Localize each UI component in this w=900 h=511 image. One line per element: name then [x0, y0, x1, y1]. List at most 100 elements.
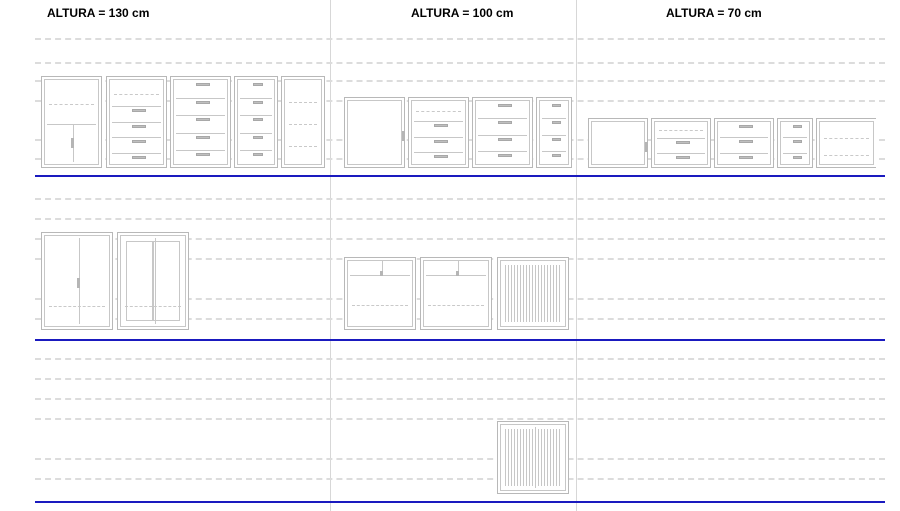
- grid-dash-line: [35, 458, 885, 460]
- shelf-line: [289, 124, 317, 125]
- drawer-handle: [196, 83, 210, 86]
- cabinet-inner: [500, 424, 566, 491]
- cabinet-drawers: [777, 118, 813, 168]
- column-label-100: ALTURA = 100 cm: [411, 6, 513, 20]
- drawer-handle: [253, 101, 263, 104]
- drawer-handle: [434, 140, 448, 143]
- cabinet-inner: [347, 100, 402, 165]
- cabinet-drawers: [408, 97, 469, 168]
- drawer-divider: [783, 153, 807, 154]
- cabinet-doors-half-open-top: [41, 76, 102, 168]
- column-label-70: ALTURA = 70 cm: [666, 6, 762, 20]
- shelf-line: [49, 306, 105, 307]
- column-label-130: ALTURA = 130 cm: [47, 6, 149, 20]
- cabinet-inner: [500, 260, 566, 327]
- cabinet-tambour: [497, 421, 569, 494]
- drawer-top-divider: [657, 138, 705, 139]
- drawer-handle: [739, 125, 753, 128]
- drawer-divider: [112, 153, 161, 154]
- tambour-panel: [505, 265, 561, 322]
- drawer-handle: [253, 83, 263, 86]
- drawer-handle: [739, 156, 753, 159]
- drawer-divider: [478, 135, 527, 136]
- glass-panel: [153, 241, 180, 321]
- drawer-handle: [498, 154, 512, 157]
- grid-dash-line: [35, 38, 885, 40]
- cabinet-inner: [423, 260, 489, 327]
- drawer-handle: [196, 101, 210, 104]
- grid-dash-line: [35, 218, 885, 220]
- cabinet-drawers: [714, 118, 774, 168]
- drawer-handle: [676, 156, 690, 159]
- drawer-divider: [783, 137, 807, 138]
- shelf-line: [114, 94, 159, 95]
- cabinet-inner: [717, 121, 771, 165]
- mid-divider: [47, 124, 96, 125]
- cabinet-roller-top: [420, 257, 492, 330]
- drawer-handle: [552, 121, 561, 124]
- shelf-line: [824, 155, 869, 156]
- roller-knob: [380, 271, 383, 276]
- door-knob: [402, 131, 405, 141]
- grid-dash-line: [35, 198, 885, 200]
- drawer-handle: [132, 125, 146, 128]
- drawer-handle: [793, 156, 802, 159]
- cabinet-inner: [780, 121, 810, 165]
- cabinet-inner: [44, 235, 110, 327]
- cabinet-drawers: [472, 97, 533, 168]
- cabinet-drawers: [234, 76, 278, 168]
- cabinet-doors-double: [41, 232, 113, 330]
- drawer-divider: [478, 118, 527, 119]
- drawer-handle: [676, 141, 690, 144]
- drawer-handle: [434, 155, 448, 158]
- drawer-divider: [176, 150, 225, 151]
- drawer-handle: [793, 140, 802, 143]
- tambour-panel: [505, 429, 561, 486]
- drawer-handle: [434, 124, 448, 127]
- drawer-divider: [112, 122, 161, 123]
- shelf-line: [352, 305, 408, 306]
- drawer-divider: [657, 153, 705, 154]
- drawer-handle: [196, 118, 210, 121]
- drawer-divider: [176, 98, 225, 99]
- door-knob: [71, 138, 74, 148]
- drawer-divider: [542, 151, 566, 152]
- cabinet-door-single: [588, 118, 648, 168]
- door-knob: [77, 278, 80, 288]
- drawer-top-divider: [414, 121, 463, 122]
- cabinet-doors-double-glass: [117, 232, 189, 330]
- shelf-line: [49, 104, 94, 105]
- cabinet-inner: [475, 100, 530, 165]
- cabinet-inner: [819, 121, 874, 165]
- shelf-line: [416, 111, 461, 112]
- drawer-handle: [196, 153, 210, 156]
- column-separator-2: [576, 0, 577, 511]
- row-baseline: [35, 175, 885, 177]
- cabinet-tambour: [497, 257, 569, 330]
- drawer-divider: [542, 135, 566, 136]
- cabinet-inner: [654, 121, 708, 165]
- shelf-line: [289, 102, 317, 103]
- drawer-divider: [414, 137, 463, 138]
- cabinet-roller-top: [344, 257, 416, 330]
- glass-panel: [126, 241, 153, 321]
- drawer-divider: [112, 137, 161, 138]
- column-separator-1: [330, 0, 331, 511]
- cabinet-inner: [539, 100, 569, 165]
- drawer-divider: [542, 118, 566, 119]
- tambour-split: [535, 427, 536, 488]
- shelf-line: [824, 138, 869, 139]
- cabinet-open-shelves: [816, 118, 876, 168]
- shelf-line: [659, 130, 703, 131]
- drawer-handle: [253, 153, 263, 156]
- grid-dash-line: [35, 478, 885, 480]
- drawer-handle: [253, 118, 263, 121]
- cabinet-inner: [411, 100, 466, 165]
- shelf-line: [289, 146, 317, 147]
- drawer-divider: [478, 151, 527, 152]
- cabinet-open-shelves: [281, 76, 325, 168]
- drawer-divider: [176, 115, 225, 116]
- drawer-divider: [720, 137, 768, 138]
- cabinet-inner: [109, 79, 164, 165]
- door-knob: [645, 142, 648, 152]
